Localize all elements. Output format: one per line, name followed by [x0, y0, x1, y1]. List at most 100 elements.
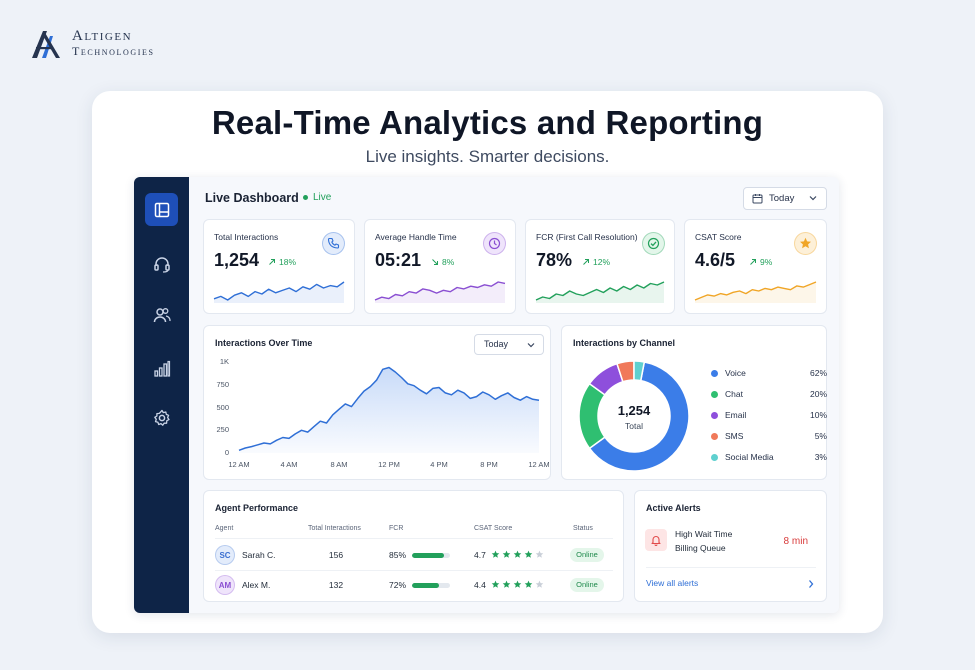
phone-icon [327, 237, 340, 249]
altigen-logo-icon [32, 31, 60, 58]
star-icon [491, 580, 500, 588]
date-filter-select[interactable]: Today [743, 187, 827, 210]
chevron-down-icon [809, 196, 817, 201]
legend-value: 10% [809, 410, 827, 420]
kpi-delta: 9% [749, 257, 772, 267]
fcr-progress-fill [412, 553, 445, 558]
sidebar-item-agents[interactable] [145, 247, 178, 280]
donut-slice-social-media[interactable] [633, 360, 646, 382]
arrow-up-right-icon [750, 259, 756, 265]
kpi-value: 78% [536, 250, 573, 270]
gear-icon [153, 409, 170, 426]
legend-value: 3% [814, 452, 827, 462]
csat-stars [491, 550, 544, 559]
kpi-sparkline [535, 281, 665, 303]
sparkline-line [535, 281, 665, 301]
kpi-card[interactable]: Total Interactions 1,254 18% [203, 219, 355, 314]
legend-value: 20% [809, 389, 827, 399]
y-tick-label: 250 [216, 425, 229, 435]
legend-item[interactable]: Email 10% [711, 410, 827, 422]
kpi-title: Average Handle Time [375, 232, 457, 242]
users-icon [153, 307, 171, 322]
avatar: AM [215, 575, 235, 595]
legend-item[interactable]: Voice 62% [711, 368, 827, 380]
kpi-title: CSAT Score [695, 232, 742, 242]
col-header-agent: Agent [215, 525, 234, 532]
kpi-icon-badge [483, 232, 506, 255]
agent-name: Sarah C. [242, 550, 276, 560]
hero-title: Real-Time Analytics and Reporting [211, 104, 764, 141]
y-tick-label: 1K [219, 357, 229, 366]
kpi-icon-badge [794, 232, 817, 255]
date-filter-value: Today [769, 193, 795, 204]
sidebar-item-dashboard[interactable] [145, 193, 178, 226]
channel-donut-chart [578, 360, 690, 472]
chevron-down-icon [527, 343, 535, 348]
live-label: Live [313, 192, 332, 203]
donut-slice-chat[interactable] [578, 382, 606, 450]
star-icon [524, 580, 533, 588]
hero-subtitle: Live insights. Smarter decisions. [365, 147, 610, 166]
kpi-card[interactable]: CSAT Score 4.6/5 9% [684, 219, 827, 314]
sparkline-line [374, 281, 506, 301]
sparkline-line [213, 281, 345, 301]
legend-item[interactable]: Chat 20% [711, 389, 827, 401]
legend-value: 62% [809, 368, 827, 378]
view-all-alerts-link[interactable]: View all alerts [646, 578, 699, 588]
interactions-over-time-panel: Interactions Over Time Today 1K 750 500 250… [203, 325, 551, 480]
x-tick-label: 4 AM [280, 460, 298, 469]
brand-logo: Altigen Technologies [30, 28, 155, 60]
interactions-series-line [238, 366, 540, 452]
legend-item[interactable]: Social Media 3% [711, 452, 827, 464]
star-icon [800, 237, 811, 249]
donut-center-label: Total [625, 421, 643, 431]
sidebar-item-reports[interactable] [145, 352, 178, 385]
interactions-by-channel-panel: Interactions by Channel 1,254 Total Voic… [561, 325, 827, 480]
status-badge: Online [570, 578, 604, 592]
status-badge: Online [570, 548, 604, 562]
star-icon [535, 550, 544, 558]
interactions-time-filter[interactable]: Today [474, 334, 544, 355]
alert-item-icon [645, 529, 667, 551]
legend-label: Social Media [725, 452, 774, 462]
kpi-card[interactable]: Average Handle Time 05:21 8% [364, 219, 516, 314]
chevron-right-icon[interactable] [806, 578, 816, 590]
live-status-badge: Live [303, 192, 331, 203]
sidebar-item-users[interactable] [145, 298, 178, 331]
agent-csat: 4.7 [474, 550, 486, 560]
table-row[interactable]: AM Alex M. 132 72% 4.4 Online [204, 570, 625, 600]
alert-title[interactable]: High Wait Time [675, 529, 733, 539]
kpi-delta: 18% [268, 257, 296, 267]
interactions-over-time-title: Interactions Over Time [215, 338, 313, 348]
agent-fcr: 85% [389, 550, 407, 560]
legend-item[interactable]: SMS 5% [711, 431, 827, 443]
legend-label: Email [725, 410, 747, 420]
avatar: SC [215, 545, 235, 565]
legend-label: SMS [725, 431, 744, 441]
dashboard-title: Live Dashboard [205, 191, 299, 205]
sparkline-area [214, 282, 344, 303]
kpi-title: Total Interactions [214, 232, 279, 242]
star-icon [502, 580, 511, 588]
kpi-value: 05:21 [375, 250, 422, 270]
sparkline-area [536, 282, 664, 303]
arrow-up-right-icon [583, 259, 589, 265]
kpi-value: 1,254 [214, 250, 260, 270]
x-tick-label: 8 AM [330, 460, 348, 469]
kpi-icon-badge [322, 232, 345, 255]
star-icon [491, 550, 500, 558]
table-row[interactable]: SC Sarah C. 156 85% 4.7 Online [204, 540, 625, 570]
legend-dot-icon [711, 454, 718, 461]
kpi-card[interactable]: FCR (First Call Resolution) 78% 12% [525, 219, 675, 314]
kpi-value: 4.6/5 [695, 250, 736, 270]
sparkline-area [695, 282, 816, 303]
kpi-title: FCR (First Call Resolution) [536, 232, 638, 242]
donut-slice-voice[interactable] [588, 361, 690, 472]
brand-name: Altigen [72, 28, 133, 44]
sidebar-item-settings[interactable] [145, 401, 178, 434]
legend-value: 5% [814, 431, 827, 441]
agent-csat: 4.4 [474, 580, 486, 590]
legend-label: Voice [725, 368, 746, 378]
agent-interactions: 132 [328, 580, 344, 590]
bar-chart-icon [153, 360, 170, 377]
